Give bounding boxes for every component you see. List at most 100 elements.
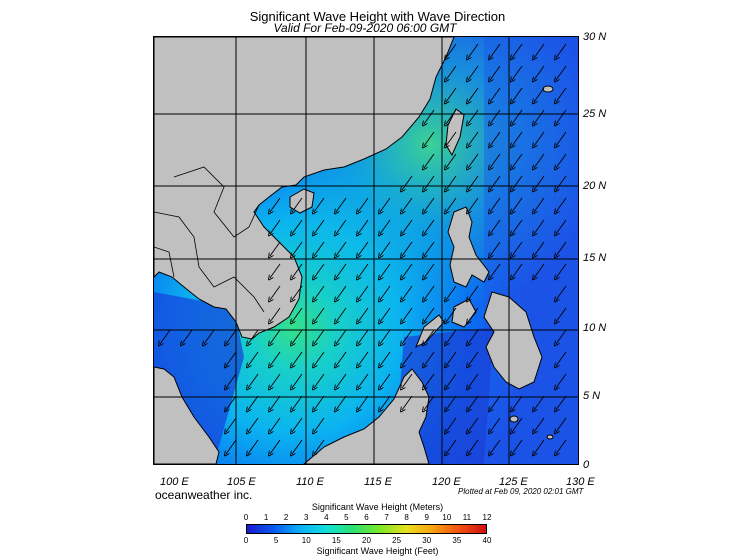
wave-arrow	[556, 43, 567, 58]
wave-arrow	[226, 417, 237, 432]
wave-arrow	[468, 65, 479, 80]
meters-tick: 9	[424, 513, 429, 522]
wave-arrow	[402, 241, 413, 256]
feet-tick: 25	[392, 536, 402, 545]
wave-arrow	[534, 395, 545, 410]
wave-arrow	[556, 197, 567, 212]
wave-arrow	[402, 307, 413, 322]
wave-arrow	[468, 373, 479, 388]
wave-arrow	[270, 417, 281, 432]
wave-arrow	[556, 329, 567, 344]
wave-arrow	[314, 439, 325, 454]
wave-arrow	[314, 219, 325, 234]
wave-arrow	[534, 175, 545, 190]
wave-arrow	[534, 153, 545, 168]
wave-arrow	[512, 175, 523, 190]
wave-arrow	[534, 439, 545, 454]
lon-label-105e: 105 E	[227, 476, 256, 488]
wave-height-map	[153, 36, 579, 465]
meters-tick: 5	[344, 513, 349, 522]
wave-arrow	[292, 329, 303, 344]
wave-arrow	[270, 219, 281, 234]
wave-arrow	[358, 263, 369, 278]
wave-arrow	[292, 373, 303, 388]
wave-arrow	[468, 285, 479, 300]
wave-arrow	[270, 307, 281, 322]
lat-label-25n: 25 N	[583, 108, 607, 120]
wave-arrow	[468, 329, 479, 344]
wave-arrow	[424, 307, 435, 322]
meters-tick: 11	[462, 513, 472, 522]
feet-tick: 15	[331, 536, 341, 545]
wave-arrow	[556, 109, 567, 124]
wave-arrow	[270, 197, 281, 212]
wave-arrow	[446, 329, 457, 344]
wave-arrow	[380, 197, 391, 212]
wave-arrow	[468, 175, 479, 190]
lat-label-30n: 30 N	[583, 31, 607, 43]
wave-arrow	[248, 395, 259, 410]
lon-label-120e: 120 E	[432, 476, 461, 488]
wave-arrow	[556, 87, 567, 102]
meters-tick: 0	[243, 513, 249, 522]
wave-arrow	[292, 241, 303, 256]
wave-arrow	[468, 197, 479, 212]
wave-arrow	[314, 395, 325, 410]
wave-arrow	[534, 263, 545, 278]
wave-arrow	[556, 175, 567, 190]
wave-arrow	[424, 373, 435, 388]
wave-arrow	[270, 439, 281, 454]
wave-arrow	[468, 307, 479, 322]
lon-label-125e: 125 E	[499, 476, 528, 488]
meters-tick: 8	[404, 513, 409, 522]
wave-arrow	[534, 109, 545, 124]
colorbar-title-meters: Significant Wave Height (Meters)	[311, 502, 444, 512]
wave-arrow	[424, 329, 435, 344]
wave-arrow	[336, 373, 347, 388]
wave-arrow	[556, 285, 567, 300]
wave-arrow	[534, 87, 545, 102]
wave-arrow	[226, 351, 237, 366]
meters-tick: 2	[283, 513, 289, 522]
wave-arrow	[534, 197, 545, 212]
wave-arrow	[424, 241, 435, 256]
feet-tick: 20	[362, 536, 371, 545]
wave-arrow	[490, 219, 501, 234]
map-title: Significant Wave Height with Wave Direct…	[249, 9, 506, 24]
plotted-timestamp: Plotted at Feb 09, 2020 02:01 GMT	[458, 487, 584, 496]
lat-label-0: 0	[583, 459, 590, 471]
wave-arrow	[490, 263, 501, 278]
wave-arrow	[380, 395, 391, 410]
wave-arrow	[446, 285, 457, 300]
colorbar	[246, 524, 487, 534]
wave-arrow	[446, 87, 457, 102]
wave-arrow	[468, 43, 479, 58]
wave-arrow	[270, 395, 281, 410]
wave-arrow	[380, 329, 391, 344]
wave-arrow	[424, 131, 435, 146]
wave-arrow	[248, 417, 259, 432]
wave-arrow	[446, 175, 457, 190]
map-canvas	[154, 37, 578, 464]
wave-arrow	[556, 131, 567, 146]
wave-arrow	[490, 197, 501, 212]
wave-arrow	[512, 87, 523, 102]
wave-arrow	[556, 351, 567, 366]
wave-arrow	[512, 131, 523, 146]
wave-arrow	[380, 263, 391, 278]
wave-arrow	[446, 65, 457, 80]
wave-arrow	[512, 43, 523, 58]
wave-arrow	[534, 417, 545, 432]
wave-arrow	[358, 197, 369, 212]
wave-arrow	[556, 373, 567, 388]
wave-arrow	[336, 219, 347, 234]
feet-tick: 35	[452, 536, 462, 545]
wave-arrow	[292, 197, 303, 212]
wave-arrow	[424, 395, 435, 410]
meters-tick: 7	[384, 513, 389, 522]
wave-arrow	[248, 439, 259, 454]
wave-arrow	[270, 285, 281, 300]
wave-arrow	[490, 439, 501, 454]
lat-label-20n: 20 N	[583, 180, 607, 192]
wave-arrow	[424, 219, 435, 234]
